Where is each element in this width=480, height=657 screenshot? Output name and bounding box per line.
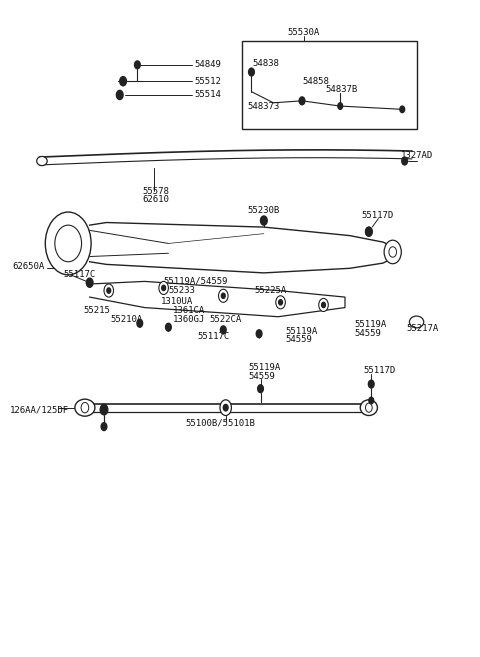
Text: 548373: 548373	[247, 102, 279, 110]
Text: 54559: 54559	[355, 328, 382, 338]
Circle shape	[365, 403, 372, 412]
Text: 55117C: 55117C	[197, 332, 229, 341]
Text: 55514: 55514	[195, 91, 222, 99]
Text: 55233: 55233	[168, 286, 195, 295]
Text: 54837B: 54837B	[326, 85, 358, 94]
Text: 126AA/125DF: 126AA/125DF	[10, 406, 69, 415]
Circle shape	[365, 227, 372, 237]
Circle shape	[162, 285, 166, 290]
Circle shape	[276, 296, 285, 309]
Circle shape	[400, 106, 405, 112]
Text: 55217A: 55217A	[406, 324, 438, 333]
Circle shape	[220, 400, 231, 415]
Circle shape	[223, 405, 228, 411]
Text: 55210A: 55210A	[110, 315, 143, 324]
Text: 55578: 55578	[142, 187, 169, 196]
Circle shape	[256, 330, 262, 338]
Ellipse shape	[409, 316, 424, 328]
Circle shape	[159, 281, 168, 294]
Circle shape	[249, 68, 254, 76]
Circle shape	[319, 298, 328, 311]
Text: 5522CA: 5522CA	[209, 315, 241, 324]
Circle shape	[389, 247, 396, 257]
Text: 1327AD: 1327AD	[401, 150, 433, 160]
Text: 55530A: 55530A	[288, 28, 320, 37]
Ellipse shape	[360, 400, 377, 415]
Text: 55117C: 55117C	[63, 270, 96, 279]
Circle shape	[134, 61, 140, 69]
Text: 55230B: 55230B	[247, 206, 279, 215]
Circle shape	[104, 284, 114, 297]
Text: 54838: 54838	[252, 59, 279, 68]
Text: 55512: 55512	[195, 78, 222, 86]
Ellipse shape	[75, 399, 95, 416]
Text: 55117D: 55117D	[362, 211, 394, 220]
Circle shape	[221, 293, 225, 298]
Text: 55225A: 55225A	[254, 286, 287, 295]
Text: 62650A: 62650A	[12, 262, 44, 271]
Text: 1361CA: 1361CA	[173, 306, 205, 315]
Text: 1360GJ: 1360GJ	[173, 315, 205, 324]
Circle shape	[107, 288, 111, 293]
Text: 62610: 62610	[142, 195, 169, 204]
Circle shape	[45, 212, 91, 275]
Text: 55117D: 55117D	[363, 366, 396, 375]
Circle shape	[55, 225, 82, 261]
Text: 55119A: 55119A	[355, 320, 387, 329]
Circle shape	[116, 91, 123, 99]
Circle shape	[220, 326, 226, 334]
Circle shape	[368, 380, 374, 388]
Circle shape	[384, 240, 401, 263]
Circle shape	[299, 97, 305, 104]
Text: 54858: 54858	[302, 77, 329, 85]
Circle shape	[322, 302, 325, 307]
Circle shape	[120, 77, 126, 86]
Circle shape	[338, 102, 343, 109]
Text: 54559: 54559	[249, 372, 276, 381]
Circle shape	[369, 397, 373, 404]
Circle shape	[166, 323, 171, 331]
Text: 1310UA: 1310UA	[161, 296, 193, 306]
Circle shape	[137, 319, 143, 327]
Circle shape	[100, 405, 108, 415]
FancyBboxPatch shape	[242, 41, 417, 129]
Circle shape	[279, 300, 282, 305]
Circle shape	[258, 385, 264, 393]
Circle shape	[261, 216, 267, 225]
Circle shape	[101, 422, 107, 430]
Text: 54849: 54849	[195, 60, 222, 70]
Circle shape	[218, 289, 228, 302]
Circle shape	[365, 227, 372, 237]
Circle shape	[81, 403, 89, 413]
Text: 55119A/54559: 55119A/54559	[164, 277, 228, 286]
Text: 55119A: 55119A	[285, 327, 318, 336]
Text: 55119A: 55119A	[249, 363, 281, 373]
Circle shape	[86, 278, 93, 287]
Text: 55215: 55215	[84, 306, 110, 315]
Circle shape	[402, 157, 408, 165]
Ellipse shape	[36, 156, 47, 166]
Text: 55100B/55101B: 55100B/55101B	[185, 419, 255, 427]
Text: 54559: 54559	[285, 335, 312, 344]
